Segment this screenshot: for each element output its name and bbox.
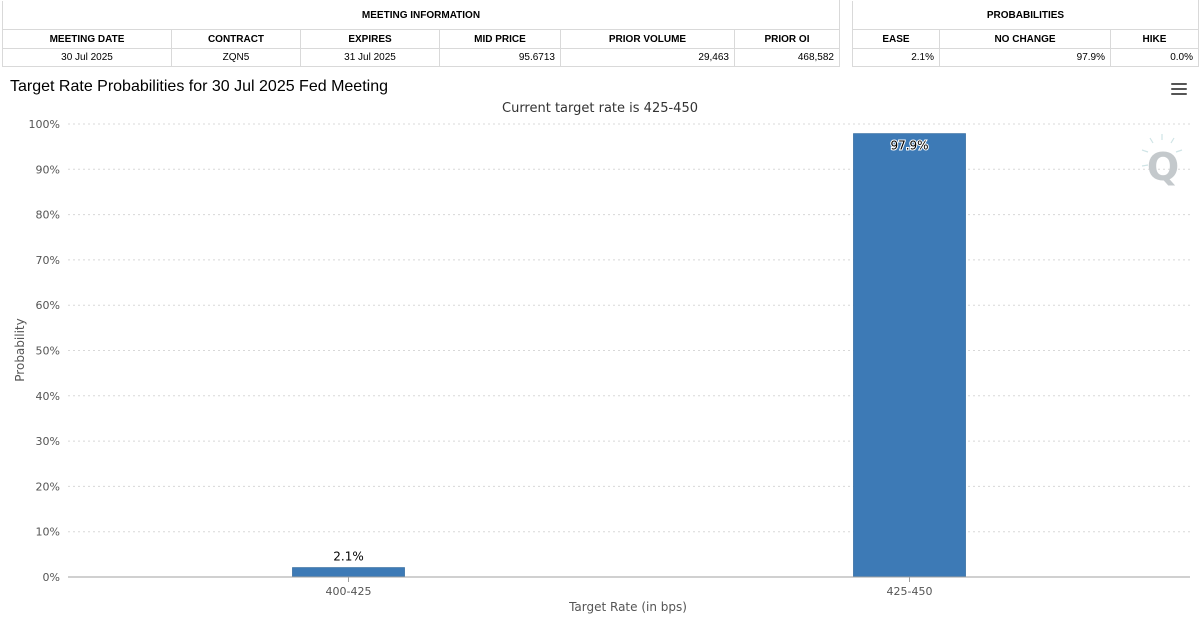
gridlines	[68, 123, 1190, 533]
mid-price-value: 95.6713	[439, 48, 561, 67]
y-tick-label: 70%	[36, 254, 60, 267]
y-axis-ticks: 0% 10% 20% 30% 40% 50% 60% 70% 80% 90% 100%	[29, 118, 60, 584]
y-tick-label: 90%	[36, 163, 60, 176]
x-tick-label: 425-450	[887, 585, 933, 598]
bar-400-425[interactable]	[292, 567, 405, 578]
meeting-information-heading: MEETING INFORMATION	[2, 0, 840, 30]
y-tick-label: 30%	[36, 435, 60, 448]
chart-container: 0% 10% 20% 30% 40% 50% 60% 70% 80% 90% 100% 2.1% 97…	[0, 72, 1200, 628]
bar-425-450[interactable]	[853, 133, 966, 578]
y-tick-label: 80%	[36, 209, 60, 222]
q-logo-icon: Q	[1141, 134, 1183, 189]
y-tick-label: 60%	[36, 299, 60, 312]
prior-volume-header: PRIOR VOLUME	[560, 29, 735, 49]
y-tick-label: 100%	[29, 118, 60, 131]
y-tick-label: 10%	[36, 526, 60, 539]
y-axis-title: Probability	[13, 318, 27, 381]
x-axis-ticks: 400-425 425-450	[326, 577, 933, 598]
hike-value: 0.0%	[1110, 48, 1199, 67]
meeting-date-header: MEETING DATE	[2, 29, 172, 49]
x-axis-title: Target Rate (in bps)	[568, 600, 687, 614]
data-label: 2.1%	[333, 549, 364, 563]
hamburger-menu-icon[interactable]	[1171, 83, 1187, 97]
prior-oi-header: PRIOR OI	[734, 29, 840, 49]
expires-header: EXPIRES	[300, 29, 440, 49]
probability-bar-chart: 0% 10% 20% 30% 40% 50% 60% 70% 80% 90% 100% 2.1% 97…	[13, 118, 1190, 614]
probabilities-table: PROBABILITIES EASE NO CHANGE HIKE 2.1% 9…	[852, 0, 1199, 67]
contract-header: CONTRACT	[171, 29, 301, 49]
meeting-date-value: 30 Jul 2025	[2, 48, 172, 67]
y-tick-label: 20%	[36, 480, 60, 493]
contract-value: ZQN5	[171, 48, 301, 67]
ease-value: 2.1%	[852, 48, 940, 67]
y-tick-label: 0%	[43, 571, 60, 584]
x-tick-label: 400-425	[326, 585, 372, 598]
prior-oi-value: 468,582	[734, 48, 840, 67]
svg-text:Q: Q	[1147, 145, 1179, 189]
bars	[292, 133, 966, 578]
hike-header: HIKE	[1110, 29, 1199, 49]
y-tick-label: 50%	[36, 345, 60, 358]
ease-header: EASE	[852, 29, 940, 49]
data-label: 97.9%	[890, 139, 928, 153]
y-tick-label: 40%	[36, 390, 60, 403]
chart-title: Target Rate Probabilities for 30 Jul 202…	[10, 78, 388, 95]
no-change-header: NO CHANGE	[939, 29, 1111, 49]
probabilities-heading: PROBABILITIES	[852, 0, 1199, 30]
no-change-value: 97.9%	[939, 48, 1111, 67]
chart-subtitle: Current target rate is 425-450	[502, 101, 698, 116]
mid-price-header: MID PRICE	[439, 29, 561, 49]
meeting-information-table: MEETING INFORMATION MEETING DATE CONTRAC…	[2, 0, 840, 67]
prior-volume-value: 29,463	[560, 48, 735, 67]
data-labels: 2.1% 97.9%	[333, 138, 929, 564]
expires-value: 31 Jul 2025	[300, 48, 440, 67]
